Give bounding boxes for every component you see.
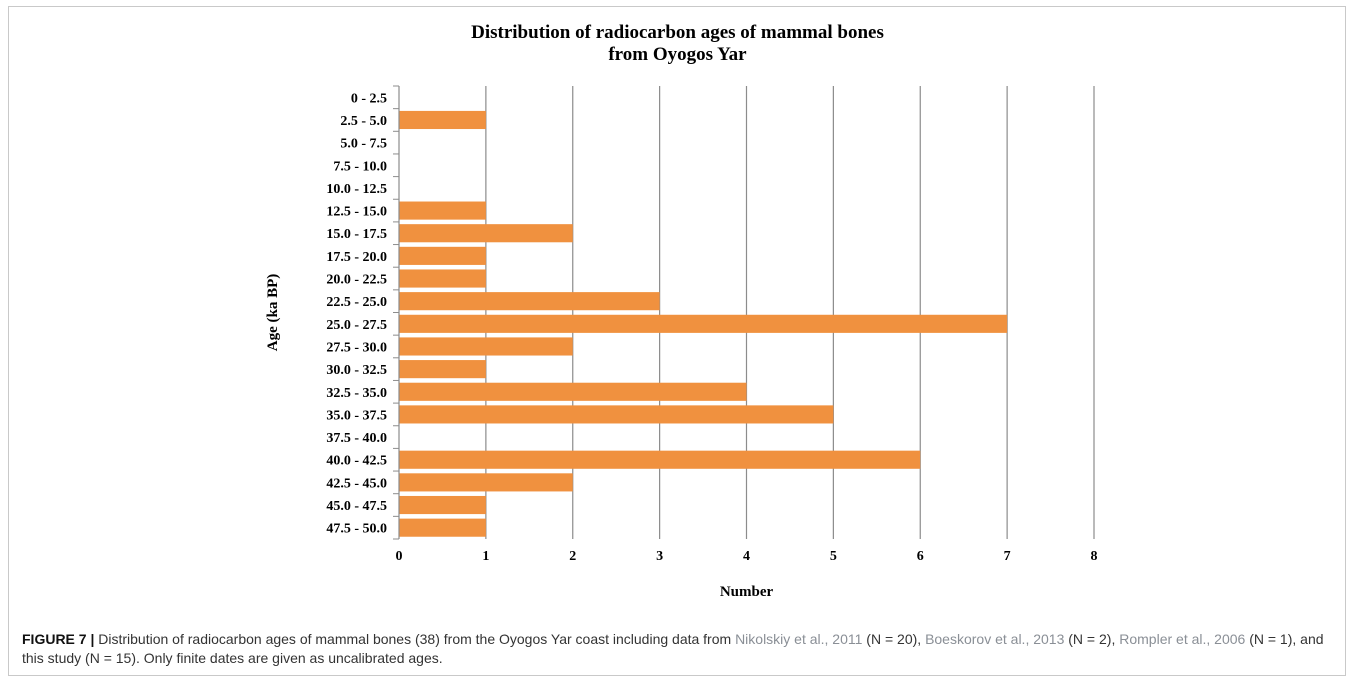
y-tick-label-5: 12.5 - 15.0 xyxy=(326,205,387,220)
y-axis-label: Age (ka BP) xyxy=(265,274,281,352)
y-tick-label-14: 35.0 - 37.5 xyxy=(326,408,387,423)
y-tick-label-11: 27.5 - 30.0 xyxy=(326,340,387,355)
y-tick-label-19: 47.5 - 50.0 xyxy=(326,522,387,537)
y-tick-label-13: 32.5 - 35.0 xyxy=(326,386,387,401)
y-tick-label-17: 42.5 - 45.0 xyxy=(326,476,387,491)
caption-text-2: (N = 20), xyxy=(862,631,926,647)
caption-text-3: (N = 2), xyxy=(1064,631,1120,647)
bar-5 xyxy=(399,201,486,220)
bar-10 xyxy=(399,314,1008,333)
caption-reference-1[interactable]: Nikolskiy et al., 2011 xyxy=(735,631,863,647)
caption-reference-3[interactable]: Rompler et al., 2006 xyxy=(1119,631,1246,647)
chart-title: Distribution of radiocarbon ages of mamm… xyxy=(0,22,1355,66)
y-tick-label-3: 7.5 - 10.0 xyxy=(333,159,387,174)
figure-label: FIGURE 7 | xyxy=(22,631,95,647)
y-tick-label-10: 25.0 - 27.5 xyxy=(326,318,387,333)
bar-9 xyxy=(399,292,660,311)
x-tick-label-8: 8 xyxy=(1091,549,1098,564)
figure-frame xyxy=(8,6,1346,676)
bar-11 xyxy=(399,337,573,356)
y-tick-label-2: 5.0 - 7.5 xyxy=(340,137,387,152)
y-tick-label-12: 30.0 - 32.5 xyxy=(326,363,387,378)
bar-16 xyxy=(399,450,921,469)
y-tick-label-16: 40.0 - 42.5 xyxy=(326,454,387,469)
x-tick-label-1: 1 xyxy=(482,549,489,564)
x-tick-label-2: 2 xyxy=(569,549,576,564)
y-tick-label-15: 37.5 - 40.0 xyxy=(326,431,387,446)
y-tick-label-1: 2.5 - 5.0 xyxy=(340,114,387,129)
y-tick-label-9: 22.5 - 25.0 xyxy=(326,295,387,310)
bar-8 xyxy=(399,269,486,288)
bar-14 xyxy=(399,405,834,424)
x-tick-label-6: 6 xyxy=(917,549,924,564)
bar-1 xyxy=(399,110,486,130)
x-tick-label-7: 7 xyxy=(1004,549,1011,564)
chart-title-line-1: Distribution of radiocarbon ages of mamm… xyxy=(471,22,884,43)
x-tick-label-0: 0 xyxy=(396,549,403,564)
bar-17 xyxy=(399,473,573,492)
bar-18 xyxy=(399,495,486,515)
bar-7 xyxy=(399,246,486,265)
y-tick-label-8: 20.0 - 22.5 xyxy=(326,273,387,288)
y-tick-label-7: 17.5 - 20.0 xyxy=(326,250,387,265)
y-tick-label-0: 0 - 2.5 xyxy=(351,91,387,106)
bar-6 xyxy=(399,224,573,243)
x-axis-label: Number xyxy=(720,584,774,600)
x-tick-label-5: 5 xyxy=(830,549,837,564)
caption-reference-2[interactable]: Boeskorov et al., 2013 xyxy=(925,631,1065,647)
bar-13 xyxy=(399,382,747,401)
bar-12 xyxy=(399,360,486,379)
caption-text-1: Distribution of radiocarbon ages of mamm… xyxy=(94,631,736,647)
y-tick-label-18: 45.0 - 47.5 xyxy=(326,499,387,514)
y-tick-label-4: 10.0 - 12.5 xyxy=(326,182,387,197)
caption-text-4: (N = 1), and this study (N = 15). Only f… xyxy=(22,631,1324,666)
bar-19 xyxy=(399,518,486,537)
figure-caption: FIGURE 7 | Distribution of radiocarbon a… xyxy=(22,630,1332,668)
x-tick-label-3: 3 xyxy=(656,549,663,564)
x-tick-label-4: 4 xyxy=(743,549,750,564)
y-tick-label-6: 15.0 - 17.5 xyxy=(326,227,387,242)
chart-title-line-2: from Oyogos Yar xyxy=(608,44,747,65)
